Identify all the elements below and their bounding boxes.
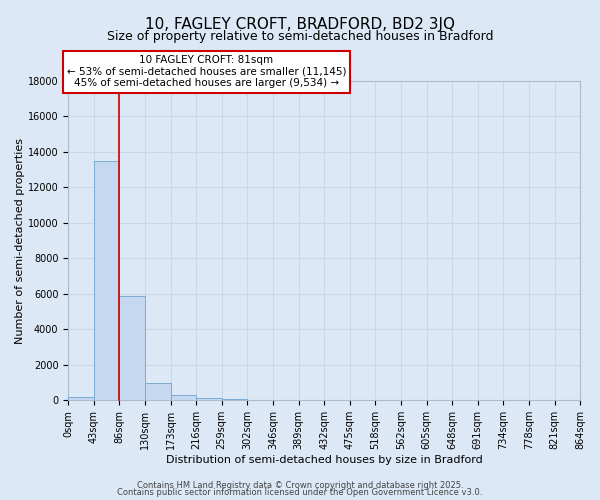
Bar bbox=[94, 160, 119, 400]
Bar bbox=[171, 394, 196, 400]
Bar bbox=[119, 296, 145, 401]
Text: Contains HM Land Registry data © Crown copyright and database right 2025.: Contains HM Land Registry data © Crown c… bbox=[137, 480, 463, 490]
Text: 10 FAGLEY CROFT: 81sqm
← 53% of semi-detached houses are smaller (11,145)
45% of: 10 FAGLEY CROFT: 81sqm ← 53% of semi-det… bbox=[67, 55, 346, 88]
Bar bbox=[196, 398, 221, 400]
Text: Contains public sector information licensed under the Open Government Licence v3: Contains public sector information licen… bbox=[118, 488, 482, 497]
X-axis label: Distribution of semi-detached houses by size in Bradford: Distribution of semi-detached houses by … bbox=[166, 455, 482, 465]
Bar bbox=[145, 384, 171, 400]
Text: 10, FAGLEY CROFT, BRADFORD, BD2 3JQ: 10, FAGLEY CROFT, BRADFORD, BD2 3JQ bbox=[145, 18, 455, 32]
Y-axis label: Number of semi-detached properties: Number of semi-detached properties bbox=[15, 138, 25, 344]
Text: Size of property relative to semi-detached houses in Bradford: Size of property relative to semi-detach… bbox=[107, 30, 493, 43]
Bar bbox=[68, 397, 94, 400]
